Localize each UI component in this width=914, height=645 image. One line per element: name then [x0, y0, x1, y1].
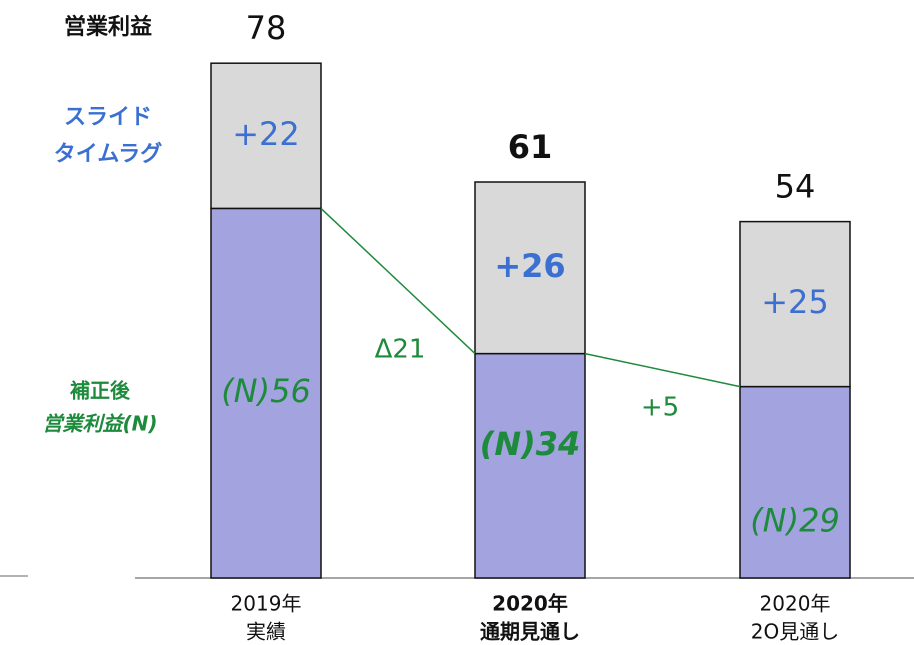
total-label: 営業利益 — [64, 14, 152, 40]
total-value: 78 — [246, 9, 287, 47]
bar-segment — [210, 62, 322, 210]
series-label: スライド — [64, 105, 152, 130]
x-tick-label: 実績 — [246, 620, 286, 644]
value-label: +22 — [232, 115, 300, 153]
value-label: (N)56 — [221, 372, 311, 410]
annotation: Δ21 — [375, 335, 426, 365]
bar-segment — [739, 220, 851, 388]
value-label: (N)34 — [480, 425, 581, 463]
connector — [584, 352, 741, 388]
bar-segment — [474, 352, 586, 579]
value-label: +26 — [494, 247, 565, 285]
series-label: タイムラグ — [54, 141, 162, 167]
total-value: 61 — [508, 128, 553, 166]
annotation: +5 — [641, 393, 679, 423]
series-label: 補正後 — [69, 379, 131, 403]
bar-segment — [739, 385, 851, 579]
series-label: 営業利益(N) — [42, 412, 157, 436]
connector — [320, 207, 476, 355]
x-tick-label: 2O見通し — [751, 620, 839, 644]
value-label: +25 — [761, 283, 829, 321]
value-label: (N)29 — [750, 501, 840, 539]
x-tick-label: 2020年 — [760, 592, 831, 616]
x-tick-label: 2020年 — [492, 592, 568, 616]
x-tick-label: 2019年 — [231, 592, 302, 616]
bar-segment — [210, 207, 322, 579]
total-value: 54 — [775, 168, 816, 206]
bar-segment — [474, 181, 586, 355]
x-tick-label: 通期見通し — [480, 620, 580, 644]
